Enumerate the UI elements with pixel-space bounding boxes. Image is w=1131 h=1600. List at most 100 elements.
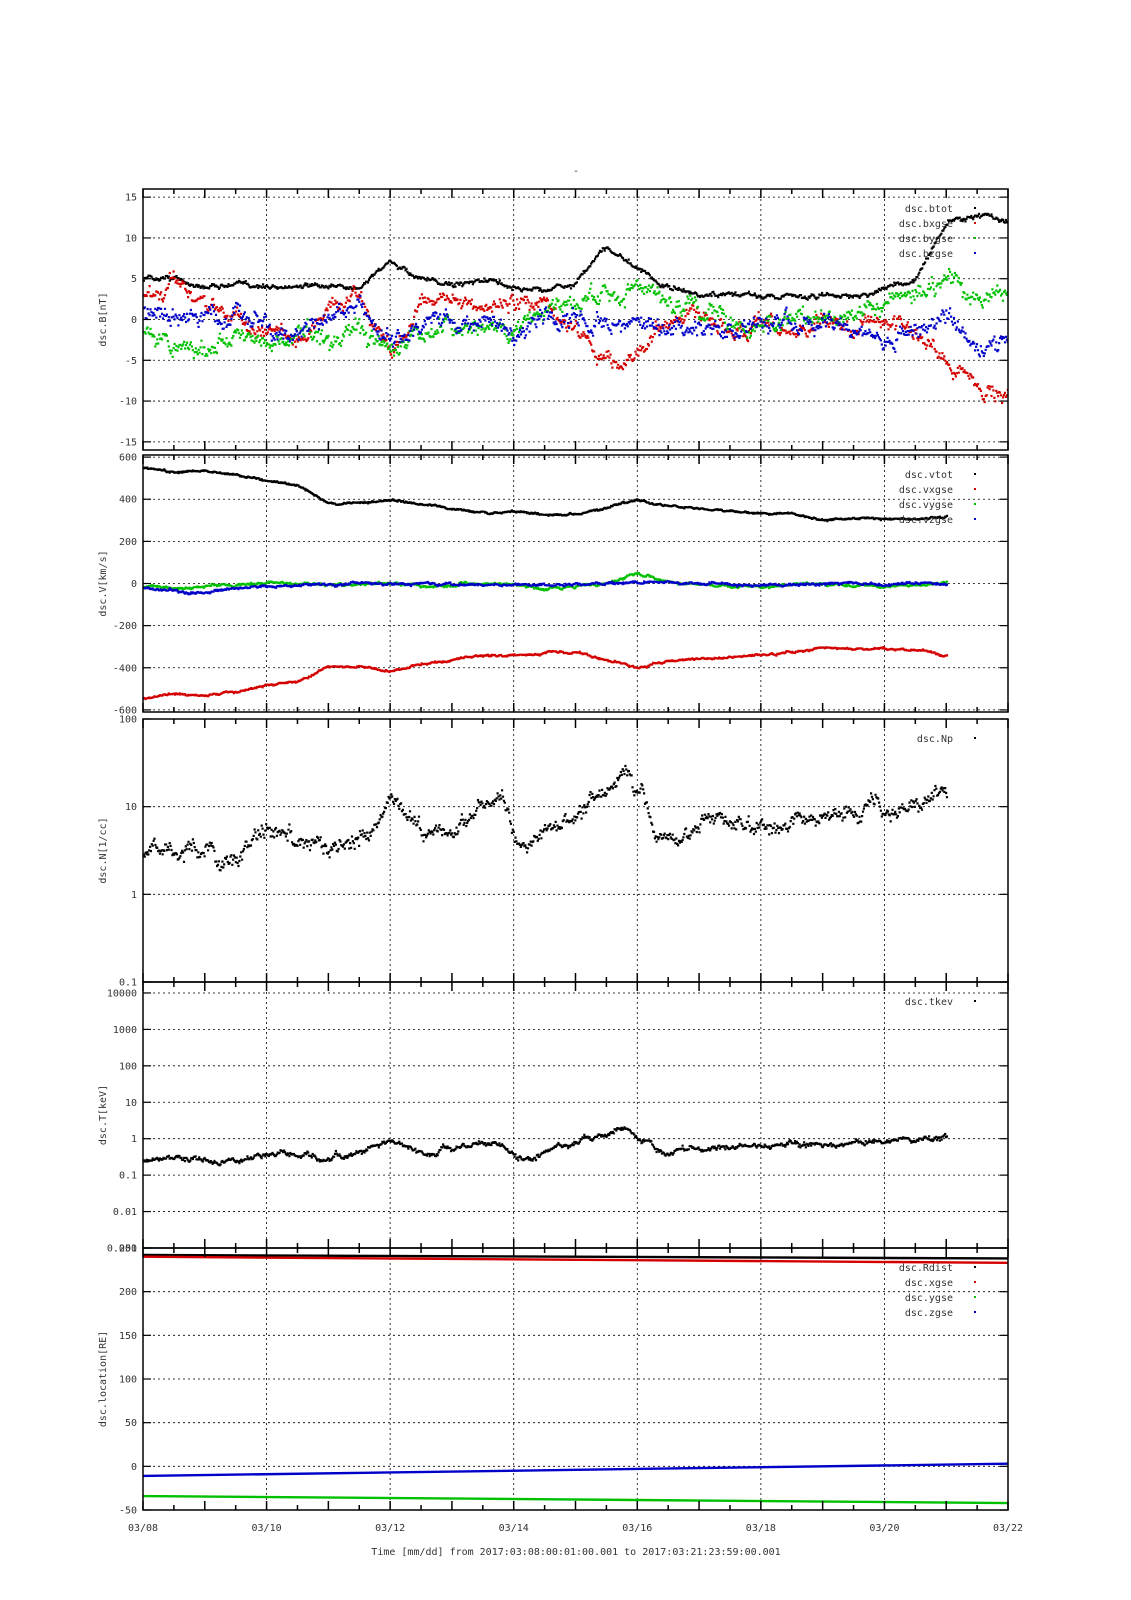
y-tick-label: 15	[125, 193, 137, 204]
x-tick-label: 03/12	[375, 1523, 405, 1534]
y-tick-label: 0.1	[119, 978, 137, 989]
legend-marker	[974, 1296, 976, 1298]
series-points	[143, 571, 949, 592]
y-axis-label: dsc.N[1/cc]	[98, 817, 109, 883]
chart-panel: 15 10 5 0 -5 -10 -15 dsc.B[nT] dsc.btot dsc.bxgse…	[98, 188, 1009, 451]
series-points	[143, 268, 1008, 360]
data-layer	[143, 466, 949, 701]
chart-panel: 250 200 150 100 50 0 -50 dsc.location[RE] dsc.Rd…	[98, 1244, 1009, 1517]
y-tick-label: 150	[119, 1331, 137, 1342]
y-tick-label: -600	[113, 705, 137, 716]
series-points	[143, 646, 949, 701]
legend-marker	[974, 518, 976, 520]
legend-marker	[974, 222, 976, 224]
y-tick-label: 100	[119, 715, 137, 726]
y-axis-label: dsc.location[RE]	[98, 1331, 109, 1427]
series-line	[143, 1462, 1008, 1478]
x-tick-label: 03/16	[622, 1523, 652, 1534]
legend-marker	[974, 207, 976, 209]
x-tick-label: 03/20	[869, 1523, 899, 1534]
x-tick-labels: 03/08 03/10 03/12 03/14 03/16 03/18 03/20 03/22	[128, 1523, 1023, 1534]
legend-label: dsc.vzgse	[899, 515, 953, 526]
y-tick-label: 0.1	[119, 1171, 137, 1182]
legend-label: dsc.xgse	[905, 1278, 953, 1289]
y-tick-label: -400	[113, 663, 137, 674]
y-tick-label: 0	[131, 1462, 137, 1473]
legend-marker	[974, 473, 976, 475]
legend-label: dsc.bygse	[899, 234, 953, 245]
y-tick-label: -50	[119, 1506, 137, 1517]
series-points	[143, 580, 949, 596]
data-layer	[143, 212, 1008, 404]
y-tick-label: 10000	[107, 988, 137, 999]
y-tick-label: 600	[119, 453, 137, 464]
y-tick-label: 1000	[113, 1025, 137, 1036]
legend-label: dsc.btot	[905, 204, 953, 215]
y-axis-label: dsc.V[km/s]	[98, 550, 109, 616]
y-tick-label: 0	[131, 579, 137, 590]
y-tick-label: -15	[119, 437, 137, 448]
legend-marker	[974, 488, 976, 490]
legend-label: dsc.tkev	[905, 997, 953, 1008]
chart-panel: 10000 1000 100 10 1 0.1 0.01 0.001 dsc.T[keV] dsc…	[98, 981, 1009, 1255]
legend-marker	[974, 1266, 976, 1268]
legend-label: dsc.vxgse	[899, 485, 953, 496]
legend-label: dsc.bxgse	[899, 219, 953, 230]
series-points	[143, 466, 949, 523]
x-tick-label: 03/18	[746, 1523, 776, 1534]
panel-frame	[142, 981, 1009, 1249]
y-tick-label: 400	[119, 495, 137, 506]
series-line	[143, 1494, 1008, 1505]
y-tick-label: 200	[119, 1287, 137, 1298]
y-tick-label: 250	[119, 1244, 137, 1255]
y-tick-label: 0	[131, 315, 137, 326]
series-line	[143, 1255, 1008, 1265]
y-tick-label: 100	[119, 1375, 137, 1386]
y-tick-label: 5	[131, 274, 137, 285]
x-tick-label: 03/14	[499, 1523, 529, 1534]
x-tick-label: 03/10	[252, 1523, 282, 1534]
series-points	[143, 294, 1008, 358]
y-tick-label: 100	[119, 1061, 137, 1072]
y-tick-label: 10	[125, 1098, 137, 1109]
y-tick-label: 1	[131, 890, 137, 901]
legend-label: dsc.ygse	[905, 1293, 953, 1304]
y-tick-label: 200	[119, 537, 137, 548]
legend-label: dsc.vygse	[899, 500, 953, 511]
data-layer	[143, 1126, 949, 1167]
y-axis-label: dsc.B[nT]	[98, 292, 109, 346]
y-tick-label: 0.001	[107, 1244, 137, 1255]
legend-label: dsc.Rdist	[899, 1263, 953, 1274]
legend-marker	[974, 503, 976, 505]
x-tick-label: 03/08	[128, 1523, 158, 1534]
legend-label: dsc.bzgse	[899, 249, 953, 260]
chart-panel: 600 400 200 0 -200 -400 -600 dsc.V[km/s] dsc.vto…	[98, 453, 1009, 716]
y-tick-label: 10	[125, 233, 137, 244]
y-tick-label: 50	[125, 1418, 137, 1429]
legend-marker	[974, 1000, 976, 1002]
series-points	[143, 212, 1008, 301]
data-layer	[143, 764, 949, 872]
chart-title: -	[573, 166, 579, 177]
legend-marker	[974, 1281, 976, 1283]
x-axis-label: Time [mm/dd] from 2017:03:08:00:01:00.00…	[371, 1547, 780, 1558]
y-tick-label: 10	[125, 802, 137, 813]
y-tick-label: -10	[119, 397, 137, 408]
legend-marker	[974, 737, 976, 739]
y-tick-label: 1	[131, 1134, 137, 1145]
y-axis-label: dsc.T[keV]	[98, 1085, 109, 1145]
y-tick-label: 0.01	[113, 1207, 137, 1218]
legend-label: dsc.Np	[917, 734, 953, 745]
legend-marker	[974, 1311, 976, 1313]
legend-label: dsc.vtot	[905, 470, 953, 481]
series-points	[143, 764, 949, 872]
y-tick-label: -200	[113, 621, 137, 632]
y-tick-label: -5	[125, 356, 137, 367]
legend-marker	[974, 237, 976, 239]
x-tick-label: 03/22	[993, 1523, 1023, 1534]
legend-label: dsc.zgse	[905, 1308, 953, 1319]
series-points	[143, 1126, 949, 1167]
chart-panel: 100 10 1 0.1 dsc.N[1/cc] dsc.Np	[98, 715, 1009, 989]
panel-frame	[142, 718, 1009, 983]
